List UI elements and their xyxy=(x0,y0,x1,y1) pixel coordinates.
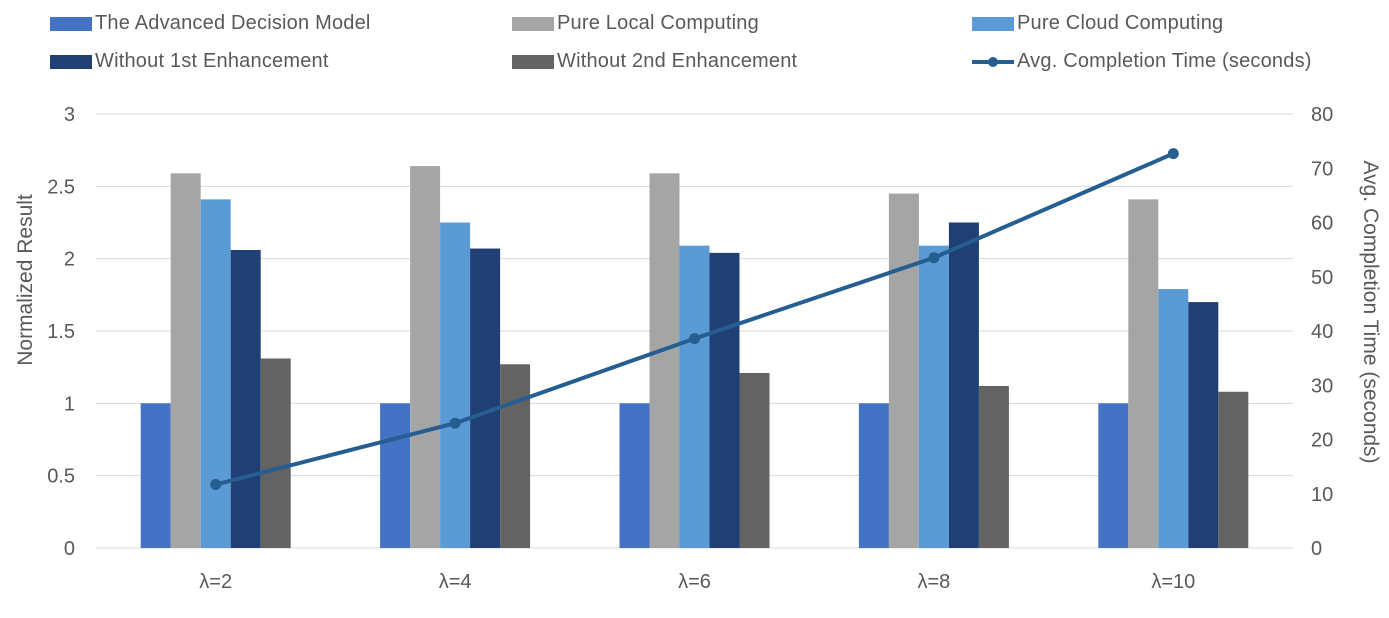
y2-tick-label: 50 xyxy=(1311,267,1333,289)
bar xyxy=(858,403,889,548)
bars xyxy=(140,166,1249,549)
bar xyxy=(1218,391,1249,548)
legend-item: Without 1st Enhancement xyxy=(50,50,329,73)
bar xyxy=(380,403,411,548)
line-point xyxy=(689,333,700,345)
legend-label: Pure Local Computing xyxy=(557,12,759,34)
y-tick-label: 2 xyxy=(64,249,75,271)
y2-tick-label: 10 xyxy=(1311,484,1333,506)
legend-label: Without 2nd Enhancement xyxy=(557,50,798,72)
bar xyxy=(709,252,740,548)
line-point xyxy=(210,479,222,491)
x-tick-label: λ=10 xyxy=(1151,571,1195,593)
line-point xyxy=(928,252,940,264)
bar xyxy=(230,249,261,548)
legend-swatch xyxy=(512,54,554,69)
y2-tick-label: 40 xyxy=(1311,321,1333,343)
bar xyxy=(200,199,231,548)
bar xyxy=(1188,302,1219,548)
legend-label: The Advanced Decision Model xyxy=(95,12,371,34)
bar xyxy=(470,248,501,549)
legend-item: Pure Cloud Computing xyxy=(972,12,1223,35)
bar xyxy=(1158,289,1189,548)
line-point xyxy=(449,417,461,429)
bar xyxy=(888,193,919,549)
bar xyxy=(440,222,471,548)
line-point xyxy=(1167,148,1179,160)
line-series xyxy=(210,148,1179,491)
legend-label: Pure Cloud Computing xyxy=(1017,12,1224,34)
y-axis-title: Normalized Result xyxy=(14,194,37,366)
bar xyxy=(500,364,531,548)
y2-tick-label: 80 xyxy=(1311,104,1333,126)
legend-item: Without 2nd Enhancement xyxy=(512,50,797,73)
y2-tick-label: 30 xyxy=(1311,375,1333,397)
bar xyxy=(619,403,650,548)
legend-item: Pure Local Computing xyxy=(512,12,759,35)
bar xyxy=(140,403,171,548)
legend-swatch xyxy=(50,16,92,31)
bar xyxy=(739,372,770,548)
y2-tick-label: 70 xyxy=(1311,158,1333,180)
y-tick-label: 2.5 xyxy=(47,176,75,198)
bar xyxy=(978,385,1009,548)
legend: The Advanced Decision Model Pure Local Co… xyxy=(0,0,1389,90)
legend-swatch xyxy=(972,16,1014,31)
bar xyxy=(260,358,291,548)
bar xyxy=(649,173,680,548)
y2-tick-label: 20 xyxy=(1311,430,1333,452)
legend-label: Without 1st Enhancement xyxy=(95,50,329,72)
legend-item: The Advanced Decision Model xyxy=(50,12,371,35)
legend-swatch xyxy=(512,16,554,31)
y-tick-label: 3 xyxy=(64,104,75,126)
bar xyxy=(948,222,979,548)
bar xyxy=(1098,403,1129,548)
bar xyxy=(410,166,441,548)
y2-axis-title: Avg. Completion Time (seconds) xyxy=(1359,160,1382,463)
y-tick-label: 1 xyxy=(64,393,75,415)
x-tick-label: λ=2 xyxy=(199,571,232,593)
y-tick-label: 0 xyxy=(64,538,75,560)
x-tick-label: λ=8 xyxy=(917,571,950,593)
bar xyxy=(170,173,201,548)
legend-label: Avg. Completion Time (seconds) xyxy=(1017,50,1312,72)
y-tick-label: 0.5 xyxy=(47,466,75,488)
bar xyxy=(679,245,710,548)
legend-item: Avg. Completion Time (seconds) xyxy=(972,50,1312,73)
y-tick-label: 1.5 xyxy=(47,321,75,343)
legend-swatch xyxy=(50,54,92,69)
legend-swatch xyxy=(972,55,1014,69)
y2-tick-label: 0 xyxy=(1311,538,1322,560)
bar xyxy=(1128,199,1159,548)
bar xyxy=(918,245,949,548)
y2-tick-label: 60 xyxy=(1311,213,1333,235)
x-tick-label: λ=4 xyxy=(439,571,472,593)
x-tick-label: λ=6 xyxy=(678,571,711,593)
